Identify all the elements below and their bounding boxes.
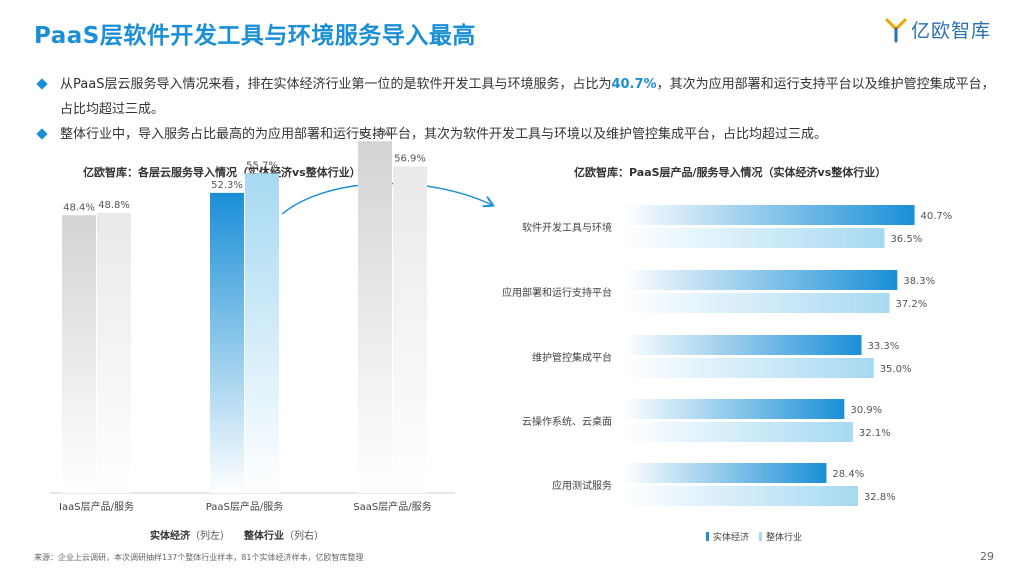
bullet-1-text: 从PaaS层云服务导入情况来看，排在实体经济行业第一位的是软件开发工具与环境服务…	[60, 77, 612, 92]
legend-series-b-note: （列右）	[284, 531, 324, 542]
page-number: 29	[980, 550, 994, 563]
hbar-category-label: 云操作系统、云桌面	[522, 415, 612, 428]
legend-swatch-series-b	[759, 532, 763, 541]
hbar-series-a-3	[623, 399, 845, 419]
legend-label-series-a: 实体经济	[713, 533, 750, 543]
bar-series-a-1	[210, 192, 244, 493]
hbar-series-b-0	[623, 228, 885, 248]
hbar-category-label: 维护管控集成平台	[532, 351, 612, 364]
logo-text: 亿欧智库	[911, 20, 992, 42]
legend-series-a: 实体经济	[150, 531, 190, 542]
hbar-series-b-3	[623, 422, 853, 442]
hbar-value-label: 28.4%	[832, 469, 864, 480]
page-title: PaaS层软件开发工具与环境服务导入最高	[34, 23, 476, 49]
bar-series-b-1	[245, 173, 279, 494]
bullet-2: 整体行业中，导入服务占比最高的为应用部署和运行支持平台，其次为软件开发工具与环境…	[36, 122, 996, 147]
bar-value-label: 52.3%	[211, 180, 243, 191]
hbar-value-label: 35.0%	[880, 364, 912, 375]
hbar-value-label: 30.9%	[850, 405, 882, 416]
bar-value-label: 48.4%	[63, 202, 95, 213]
right-bar-chart: 40.7% 36.5% 软件开发工具与环境 38.3% 37.2% 应用部署和运行支持平台…	[502, 205, 952, 506]
bar-value-label: 56.9%	[394, 153, 426, 164]
hbar-series-a-0	[623, 205, 915, 225]
hbar-series-b-4	[623, 486, 858, 506]
brand-logo: 亿欧智库	[885, 16, 991, 43]
summary-bullets: 从PaaS层云服务导入情况来看，排在实体经济行业第一位的是软件开发工具与环境服务…	[36, 72, 996, 147]
hbar-series-b-2	[623, 358, 874, 378]
bullet-2-text: 整体行业中，导入服务占比最高的为应用部署和运行支持平台，其次为软件开发工具与环境…	[60, 127, 828, 142]
bar-series-a-2	[358, 141, 392, 494]
bar-value-label: 61.3%	[359, 128, 391, 139]
right-chart-title: 亿欧智库：PaaS层产品/服务导入情况（实体经济vs整体行业）	[574, 166, 887, 179]
legend-series-b: 整体行业	[244, 531, 284, 542]
bullet-1-highlight: 40.7%	[611, 77, 657, 92]
left-bar-chart: 48.4% 48.8% IaaS层产品/服务 52.3%55.7% PaaS层产品/服务…	[59, 128, 432, 513]
legend-label-series-b: 整体行业	[766, 533, 803, 543]
hbar-value-label: 37.2%	[895, 299, 927, 310]
hbar-series-a-4	[623, 463, 827, 483]
hbar-series-b-1	[623, 293, 890, 313]
bullet-1: 从PaaS层云服务导入情况来看，排在实体经济行业第一位的是软件开发工具与环境服务…	[36, 72, 996, 122]
hbar-series-a-1	[623, 270, 898, 290]
hbar-series-a-2	[623, 335, 862, 355]
hbar-category-label: 软件开发工具与环境	[522, 221, 612, 234]
hbar-value-label: 40.7%	[921, 211, 953, 222]
bar-series-b-2	[393, 166, 427, 493]
legend-swatch-series-a	[706, 532, 709, 541]
hbar-category-label: 应用部署和运行支持平台	[502, 286, 612, 299]
left-chart-legend: 实体经济（列左） 整体行业（列右）	[150, 527, 338, 542]
source-note: 来源：企业上云调研，本次调研抽样137个整体行业样本，81个实体经济样本，亿欧智…	[34, 553, 364, 562]
logo-icon	[885, 18, 907, 42]
left-chart-title: 亿欧智库：各层云服务导入情况（实体经济vs整体行业）	[83, 166, 361, 179]
hbar-value-label: 38.3%	[903, 276, 935, 287]
hbar-value-label: 33.3%	[868, 341, 900, 352]
right-chart-legend: 实体经济 整体行业	[706, 530, 802, 543]
bar-series-b-0	[97, 212, 131, 493]
bar-value-label: 55.7%	[246, 160, 278, 171]
bar-value-label: 48.8%	[98, 200, 130, 211]
category-label: PaaS层产品/服务	[206, 500, 284, 513]
category-label: IaaS层产品/服务	[59, 500, 134, 513]
legend-series-a-note: （列左）	[190, 531, 230, 542]
bar-series-a-0	[62, 215, 96, 493]
hbar-value-label: 36.5%	[890, 234, 922, 245]
category-label: SaaS层产品/服务	[353, 500, 431, 513]
hbar-value-label: 32.8%	[864, 492, 896, 503]
bullet-1-text-end: ，其次为应用部署和运行支持平台以及维护管控集成平台，占比均超过三成。	[60, 77, 995, 117]
hbar-value-label: 32.1%	[859, 428, 891, 439]
hbar-category-label: 应用测试服务	[552, 479, 612, 492]
